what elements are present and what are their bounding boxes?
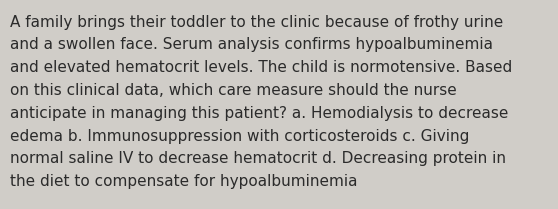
Text: normal saline IV to decrease hematocrit d. Decreasing protein in: normal saline IV to decrease hematocrit …	[10, 151, 506, 166]
Text: edema b. Immunosuppression with corticosteroids c. Giving: edema b. Immunosuppression with corticos…	[10, 129, 469, 144]
Text: and a swollen face. Serum analysis confirms hypoalbuminemia: and a swollen face. Serum analysis confi…	[10, 37, 493, 52]
Text: anticipate in managing this patient? a. Hemodialysis to decrease: anticipate in managing this patient? a. …	[10, 106, 508, 121]
Text: A family brings their toddler to the clinic because of frothy urine: A family brings their toddler to the cli…	[10, 15, 503, 30]
Text: the diet to compensate for hypoalbuminemia: the diet to compensate for hypoalbuminem…	[10, 174, 358, 189]
Text: and elevated hematocrit levels. The child is normotensive. Based: and elevated hematocrit levels. The chil…	[10, 60, 512, 75]
Text: on this clinical data, which care measure should the nurse: on this clinical data, which care measur…	[10, 83, 457, 98]
